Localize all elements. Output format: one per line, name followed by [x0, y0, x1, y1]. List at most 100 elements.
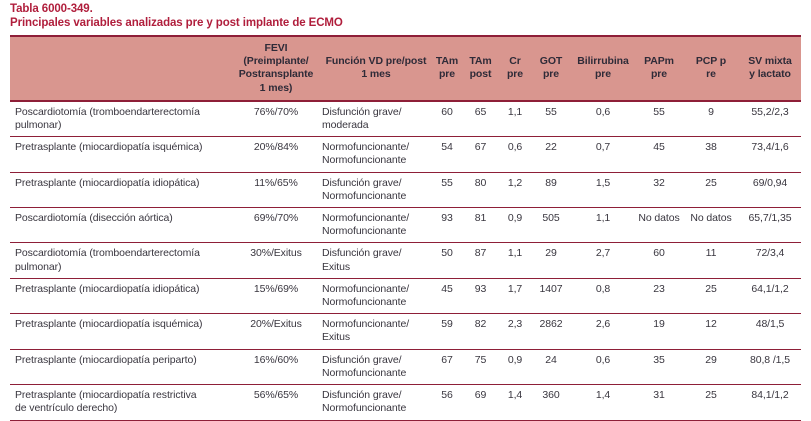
row-label-cell: Poscardiotomía (tromboendarterectomía pu… — [10, 242, 232, 279]
tam-pre-cell: 54 — [432, 136, 462, 173]
table-row: Pretrasplante (miocardiopatía isquémica)… — [10, 136, 801, 173]
header-got-pre: GOT pre — [531, 35, 571, 102]
pcp-pre-cell: 11 — [683, 242, 739, 279]
bilirrubina-pre-cell: 0,8 — [571, 278, 635, 315]
sv-mixta-lactato-cell: 72/3,4 — [739, 242, 801, 279]
table-number-title: Tabla 6000-349. — [10, 3, 93, 15]
papm-pre-cell: No datos — [635, 207, 683, 244]
tam-pre-cell: 55 — [432, 172, 462, 208]
vd-function-cell: Normofuncionante/ Exitus — [320, 313, 432, 350]
table-row: Pretrasplante (miocardiopatía idiopática… — [10, 172, 801, 208]
header-cr-pre: Cr pre — [499, 35, 531, 102]
tam-post-cell: 80 — [462, 172, 499, 208]
row-label-cell: Poscardiotomía (disección aórtica) — [10, 207, 232, 244]
ecmo-variables-table: FEVI (Preimplante/ Postransplante 1 mes)… — [10, 35, 801, 421]
header-papm-pre: PAPm pre — [635, 35, 683, 102]
bilirrubina-pre-cell: 1,5 — [571, 172, 635, 208]
header-bilirrubina-pre: Bilirrubina pre — [571, 35, 635, 102]
sv-mixta-lactato-cell: 73,4/1,6 — [739, 136, 801, 173]
papm-pre-cell: 35 — [635, 349, 683, 386]
pcp-pre-cell: 12 — [683, 313, 739, 350]
header-pcp-pre: PCP p re — [683, 35, 739, 102]
header-fevi: FEVI (Preimplante/ Postransplante 1 mes) — [232, 35, 320, 102]
papm-pre-cell: 32 — [635, 172, 683, 208]
cr-pre-cell: 0,9 — [499, 349, 531, 386]
tam-post-cell: 67 — [462, 136, 499, 173]
cr-pre-cell: 1,1 — [499, 100, 531, 138]
vd-function-cell: Disfunción grave/ Normofuncionante — [320, 349, 432, 386]
tam-post-cell: 65 — [462, 100, 499, 138]
pcp-pre-cell: 38 — [683, 136, 739, 173]
sv-mixta-lactato-cell: 80,8 /1,5 — [739, 349, 801, 386]
got-pre-cell: 29 — [531, 242, 571, 279]
title-block: Tabla 6000-349. Principales variables an… — [10, 3, 801, 30]
row-label-cell: Pretrasplante (miocardiopatía idiopática… — [10, 278, 232, 315]
row-label-cell: Pretrasplante (miocardiopatía isquémica) — [10, 136, 232, 173]
header-variable-empty — [10, 35, 232, 102]
header-funcion-vd: Función VD pre/post 1 mes — [320, 35, 432, 102]
sv-mixta-lactato-cell: 65,7/1,35 — [739, 207, 801, 244]
bilirrubina-pre-cell: 0,6 — [571, 100, 635, 138]
header-sv-mixta-lactato: SV mixta y lactato — [739, 35, 801, 102]
row-label-cell: Pretrasplante (miocardiopatía isquémica) — [10, 313, 232, 350]
tam-post-cell: 87 — [462, 242, 499, 279]
header-tam-pre: TAm pre — [432, 35, 462, 102]
cr-pre-cell: 1,7 — [499, 278, 531, 315]
fevi-cell: 20%/84% — [232, 136, 320, 173]
table-row: Poscardiotomía (tromboendarterectomía pu… — [10, 242, 801, 279]
papm-pre-cell: 60 — [635, 242, 683, 279]
bilirrubina-pre-cell: 1,1 — [571, 207, 635, 244]
got-pre-cell: 2862 — [531, 313, 571, 350]
bilirrubina-pre-cell: 2,6 — [571, 313, 635, 350]
cr-pre-cell: 0,6 — [499, 136, 531, 173]
fevi-cell: 30%/Exitus — [232, 242, 320, 279]
papm-pre-cell: 55 — [635, 100, 683, 138]
table-subtitle: Principales variables analizadas pre y p… — [10, 16, 343, 29]
sv-mixta-lactato-cell: 69/0,94 — [739, 172, 801, 208]
fevi-cell: 11%/65% — [232, 172, 320, 208]
fevi-cell: 20%/Exitus — [232, 313, 320, 350]
pcp-pre-cell: 9 — [683, 100, 739, 138]
tam-pre-cell: 50 — [432, 242, 462, 279]
table-row: Pretrasplante (miocardiopatía isquémica)… — [10, 313, 801, 350]
cr-pre-cell: 0,9 — [499, 207, 531, 244]
fevi-cell: 15%/69% — [232, 278, 320, 315]
got-pre-cell: 22 — [531, 136, 571, 173]
table-row: Poscardiotomía (tromboendarterectomía pu… — [10, 100, 801, 138]
tam-pre-cell: 93 — [432, 207, 462, 244]
pcp-pre-cell: 25 — [683, 278, 739, 315]
sv-mixta-lactato-cell: 64,1/1,2 — [739, 278, 801, 315]
cr-pre-cell: 2,3 — [499, 313, 531, 350]
vd-function-cell: Disfunción grave/ Exitus — [320, 242, 432, 279]
got-pre-cell: 1407 — [531, 278, 571, 315]
got-pre-cell: 505 — [531, 207, 571, 244]
papm-pre-cell: 23 — [635, 278, 683, 315]
row-label-cell: Poscardiotomía (tromboendarterectomía pu… — [10, 100, 232, 138]
bilirrubina-pre-cell: 0,6 — [571, 349, 635, 386]
fevi-cell: 76%/70% — [232, 100, 320, 138]
vd-function-cell: Normofuncionante/ Normofuncionante — [320, 207, 432, 244]
pcp-pre-cell: 25 — [683, 172, 739, 208]
tam-post-cell: 75 — [462, 349, 499, 386]
vd-function-cell: Normofuncionante/ Normofuncionante — [320, 136, 432, 173]
table-row: Poscardiotomía (disección aórtica) 69%/70… — [10, 207, 801, 244]
vd-function-cell: Disfunción grave/ moderada — [320, 100, 432, 138]
tam-pre-cell: 67 — [432, 349, 462, 386]
got-pre-cell: 55 — [531, 100, 571, 138]
header-tam-post: TAm post — [462, 35, 499, 102]
bilirrubina-pre-cell: 2,7 — [571, 242, 635, 279]
fevi-cell: 69%/70% — [232, 207, 320, 244]
tam-post-cell: 93 — [462, 278, 499, 315]
tam-pre-cell: 60 — [432, 100, 462, 138]
pcp-pre-cell: No datos — [683, 207, 739, 244]
fevi-cell: 16%/60% — [232, 349, 320, 386]
cr-pre-cell: 1,2 — [499, 172, 531, 208]
tam-post-cell: 81 — [462, 207, 499, 244]
tam-pre-cell: 45 — [432, 278, 462, 315]
table-body: Poscardiotomía (tromboendarterectomía pu… — [10, 100, 801, 421]
got-pre-cell: 24 — [531, 349, 571, 386]
table-row: Pretrasplante (miocardiopatía idiopática… — [10, 278, 801, 315]
sv-mixta-lactato-cell: 55,2/2,3 — [739, 100, 801, 138]
vd-function-cell: Disfunción grave/ Normofuncionante — [320, 172, 432, 208]
